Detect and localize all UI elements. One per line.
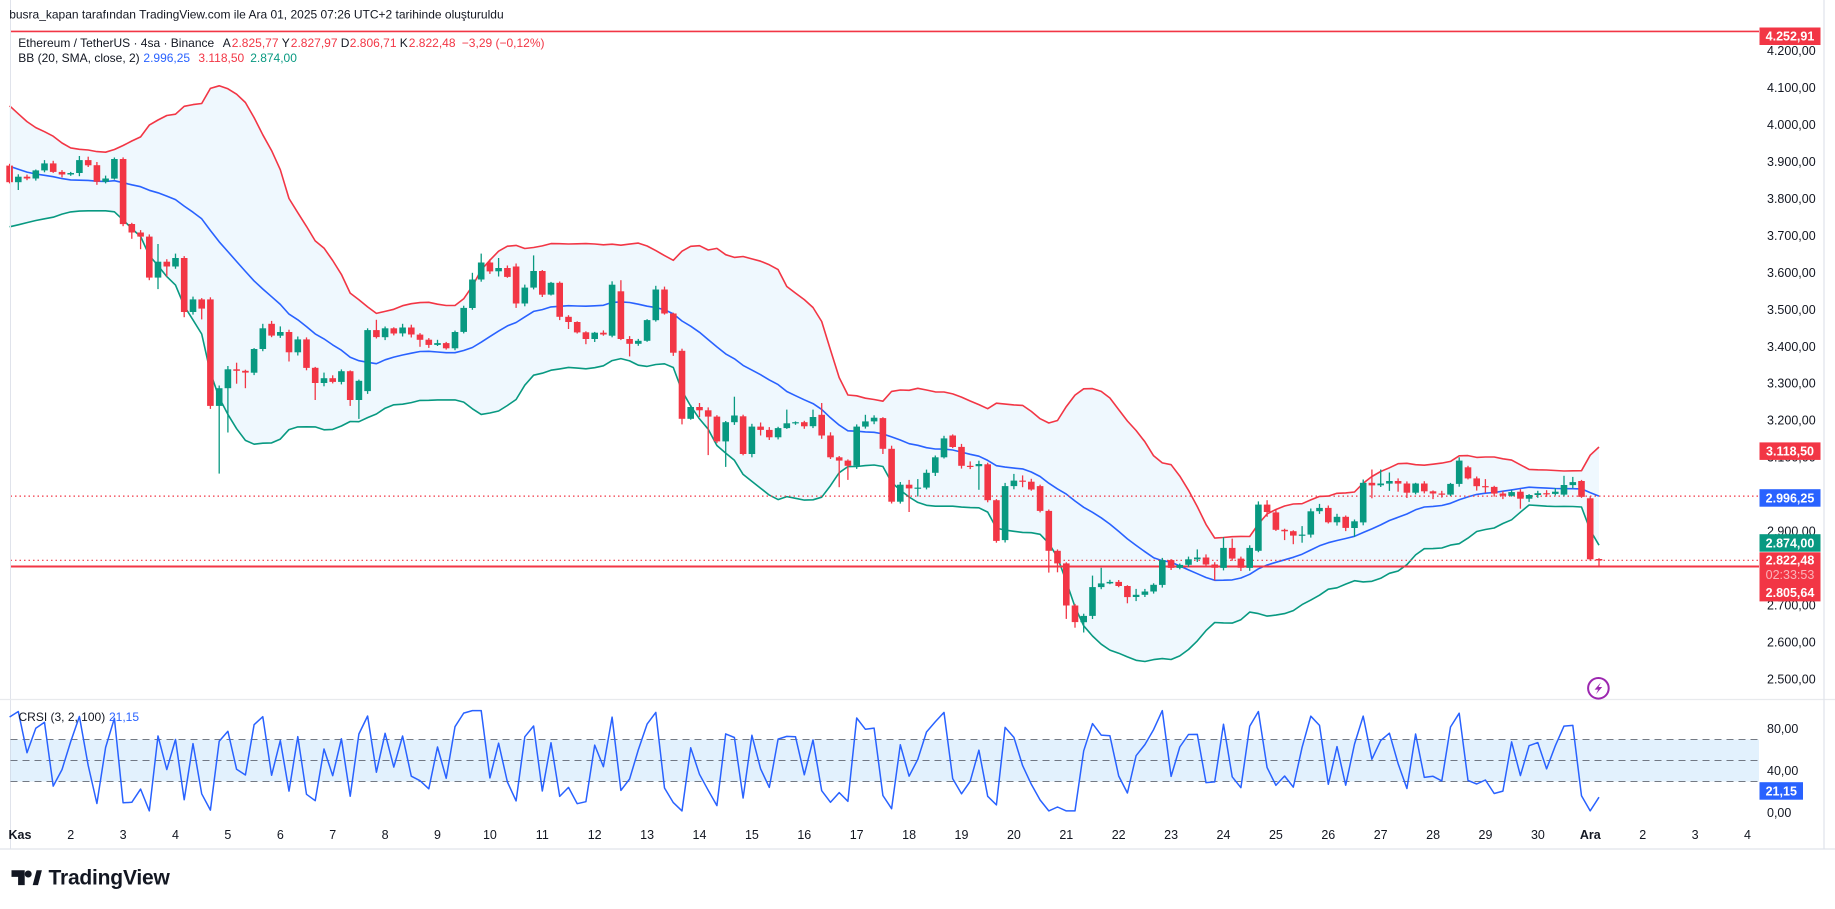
svg-text:3.200,00: 3.200,00 bbox=[1767, 414, 1816, 428]
svg-text:28: 28 bbox=[1426, 828, 1440, 842]
svg-text:K: K bbox=[400, 36, 408, 50]
svg-text:21: 21 bbox=[1059, 828, 1073, 842]
svg-text:3.700,00: 3.700,00 bbox=[1767, 229, 1816, 243]
svg-text:2: 2 bbox=[1639, 828, 1646, 842]
svg-text:3.600,00: 3.600,00 bbox=[1767, 266, 1816, 280]
svg-text:2.822,48: 2.822,48 bbox=[409, 36, 456, 50]
svg-text:40,00: 40,00 bbox=[1767, 764, 1798, 778]
svg-text:30: 30 bbox=[1531, 828, 1545, 842]
svg-text:Y: Y bbox=[282, 36, 290, 50]
svg-text:4: 4 bbox=[172, 828, 179, 842]
svg-text:2: 2 bbox=[67, 828, 74, 842]
svg-text:4: 4 bbox=[1744, 828, 1751, 842]
svg-text:17: 17 bbox=[850, 828, 864, 842]
svg-text:14: 14 bbox=[693, 828, 707, 842]
svg-text:5: 5 bbox=[224, 828, 231, 842]
svg-text:0,00: 0,00 bbox=[1767, 806, 1791, 820]
svg-text:3.118,50: 3.118,50 bbox=[1766, 445, 1814, 459]
svg-text:busra_kapan tarafından Trading: busra_kapan tarafından TradingView.com i… bbox=[9, 8, 503, 22]
svg-text:26: 26 bbox=[1321, 828, 1335, 842]
svg-text:3.900,00: 3.900,00 bbox=[1767, 155, 1816, 169]
svg-text:10: 10 bbox=[483, 828, 497, 842]
svg-text:CRSI (3, 2, 100): CRSI (3, 2, 100) bbox=[19, 710, 106, 724]
svg-text:2.825,77: 2.825,77 bbox=[232, 36, 279, 50]
svg-text:2.600,00: 2.600,00 bbox=[1767, 636, 1816, 650]
svg-text:7: 7 bbox=[329, 828, 336, 842]
svg-text:22: 22 bbox=[1112, 828, 1126, 842]
svg-text:BB (20, SMA, close, 2): BB (20, SMA, close, 2) bbox=[18, 51, 139, 65]
svg-text:3.800,00: 3.800,00 bbox=[1767, 192, 1816, 206]
svg-text:20: 20 bbox=[1007, 828, 1021, 842]
svg-text:25: 25 bbox=[1269, 828, 1283, 842]
svg-text:27: 27 bbox=[1374, 828, 1388, 842]
svg-text:3.500,00: 3.500,00 bbox=[1767, 303, 1816, 317]
svg-text:4.000,00: 4.000,00 bbox=[1767, 118, 1816, 132]
svg-text:Ethereum / TetherUS · 4sa · Bi: Ethereum / TetherUS · 4sa · Binance bbox=[18, 36, 214, 50]
svg-text:8: 8 bbox=[382, 828, 389, 842]
svg-text:4.100,00: 4.100,00 bbox=[1767, 81, 1816, 95]
svg-text:2.996,25: 2.996,25 bbox=[143, 51, 190, 65]
svg-text:3.400,00: 3.400,00 bbox=[1767, 340, 1816, 354]
svg-text:2.996,25: 2.996,25 bbox=[1766, 491, 1815, 505]
svg-text:9: 9 bbox=[434, 828, 441, 842]
svg-text:2.805,64: 2.805,64 bbox=[1766, 586, 1815, 600]
svg-text:21,15: 21,15 bbox=[109, 710, 139, 724]
svg-text:−3,29 (−0,12%): −3,29 (−0,12%) bbox=[462, 36, 545, 50]
svg-text:3: 3 bbox=[1692, 828, 1699, 842]
svg-text:2.874,00: 2.874,00 bbox=[1766, 536, 1815, 550]
svg-text:80,00: 80,00 bbox=[1767, 722, 1798, 736]
svg-text:15: 15 bbox=[745, 828, 759, 842]
svg-text:Kas: Kas bbox=[9, 828, 32, 842]
svg-text:2.822,48: 2.822,48 bbox=[1766, 554, 1815, 568]
svg-text:18: 18 bbox=[902, 828, 916, 842]
svg-text:D: D bbox=[341, 36, 350, 50]
svg-text:24: 24 bbox=[1217, 828, 1231, 842]
svg-text:02:33:53: 02:33:53 bbox=[1766, 568, 1815, 582]
svg-text:3.118,50: 3.118,50 bbox=[198, 51, 244, 65]
svg-text:4.252,91: 4.252,91 bbox=[1766, 30, 1815, 44]
svg-text:16: 16 bbox=[797, 828, 811, 842]
svg-text:6: 6 bbox=[277, 828, 284, 842]
svg-text:2.874,00: 2.874,00 bbox=[250, 51, 297, 65]
svg-text:3: 3 bbox=[120, 828, 127, 842]
svg-text:A: A bbox=[223, 36, 231, 50]
svg-text:21,15: 21,15 bbox=[1766, 784, 1797, 798]
svg-text:13: 13 bbox=[640, 828, 654, 842]
svg-text:11: 11 bbox=[536, 828, 549, 842]
svg-text:4.200,00: 4.200,00 bbox=[1767, 44, 1816, 58]
svg-text:3.300,00: 3.300,00 bbox=[1767, 377, 1816, 391]
svg-text:2.827,97: 2.827,97 bbox=[291, 36, 338, 50]
svg-text:12: 12 bbox=[588, 828, 602, 842]
svg-text:2.700,00: 2.700,00 bbox=[1767, 599, 1816, 613]
svg-text:23: 23 bbox=[1164, 828, 1178, 842]
svg-text:29: 29 bbox=[1479, 828, 1493, 842]
svg-text:2.806,71: 2.806,71 bbox=[350, 36, 397, 50]
svg-text:TradingView: TradingView bbox=[49, 867, 171, 890]
svg-text:19: 19 bbox=[955, 828, 969, 842]
svg-text:Ara: Ara bbox=[1580, 828, 1602, 842]
svg-text:2.500,00: 2.500,00 bbox=[1767, 672, 1816, 686]
